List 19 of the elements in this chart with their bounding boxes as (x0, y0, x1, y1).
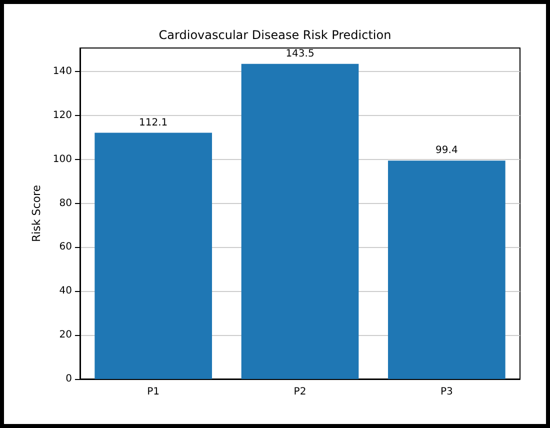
y-tick-label: 0 (66, 374, 72, 384)
x-tick-label: P1 (147, 386, 160, 398)
bar (388, 160, 506, 379)
data-label: 99.4 (436, 145, 458, 156)
y-tick-label: 40 (59, 286, 72, 297)
y-tick-label: 60 (59, 242, 72, 253)
bar (241, 64, 359, 379)
x-tick-label: P2 (294, 386, 306, 398)
y-tick-label: 140 (52, 66, 72, 77)
y-axis-title: Risk Score (30, 184, 44, 242)
y-tick-label: 120 (52, 110, 72, 121)
x-tick-label: P3 (440, 386, 453, 398)
bar (94, 132, 212, 379)
data-label: 112.1 (139, 117, 168, 128)
data-label: 143.5 (286, 48, 314, 60)
y-tick-label: 100 (52, 154, 72, 165)
y-tick-label: 20 (59, 330, 72, 341)
chart-title: Cardiovascular Disease Risk Prediction (158, 28, 392, 42)
y-tick-label: 80 (59, 198, 72, 209)
